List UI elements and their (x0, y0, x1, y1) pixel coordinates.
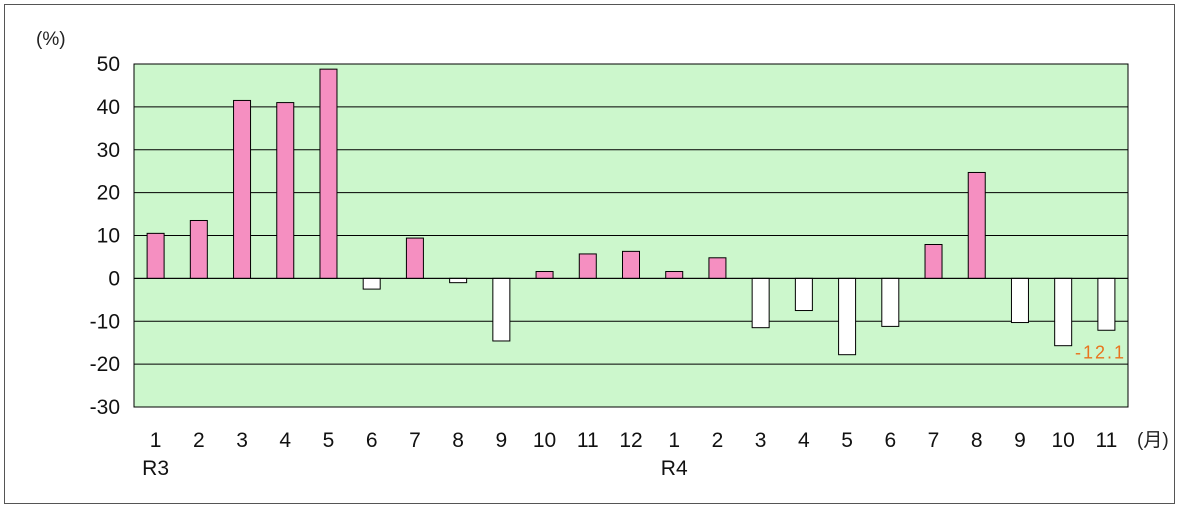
x-tick-label: 7 (409, 429, 421, 452)
bar (622, 250, 640, 279)
x-tick-labels: 1 2 3 4 5 6 7 8 9 10 11 12 1 2 3 4 5 6 7 8 9 10 11 (150, 429, 1118, 452)
x-tick-label: 11 (577, 429, 599, 452)
bar (276, 102, 295, 279)
x-tick-label: 9 (496, 429, 508, 452)
bar (233, 99, 252, 279)
data-labels: -12.1 (1075, 342, 1126, 362)
x-tick-label: 9 (1014, 429, 1026, 452)
x-tick-label: 1 (668, 429, 680, 452)
y-tick-label: -30 (90, 396, 120, 419)
x-tick-label: 7 (928, 429, 940, 452)
bar (1010, 277, 1029, 324)
bar (794, 277, 813, 312)
x-tick-label: 5 (841, 429, 853, 452)
x-tick-label: 12 (619, 429, 642, 452)
year-label: R3 (142, 457, 169, 480)
x-tick-label: 6 (366, 429, 378, 452)
bar (1054, 277, 1073, 347)
x-tick-label: 8 (971, 429, 983, 452)
bar (492, 277, 511, 342)
y-tick-label: 50 (97, 53, 120, 76)
x-tick-label: 11 (1095, 429, 1117, 452)
x-unit-label: (月) (1137, 430, 1169, 451)
y-tick-label: 10 (97, 225, 120, 248)
y-tick-label: -10 (90, 310, 120, 333)
x-tick-label: 8 (452, 429, 464, 452)
bar (751, 277, 770, 329)
y-unit-label: (%) (36, 29, 66, 50)
bar (449, 277, 468, 284)
year-label: R4 (661, 457, 688, 480)
bars (146, 68, 1116, 356)
bar (319, 68, 338, 279)
bar (967, 171, 986, 279)
x-tick-label: 1 (150, 429, 162, 452)
bar (405, 237, 424, 279)
bar (881, 277, 900, 327)
bar (362, 277, 381, 290)
x-tick-label: 2 (712, 429, 724, 452)
bar (838, 277, 857, 356)
y-tick-label: 40 (97, 96, 120, 119)
bar (146, 232, 165, 279)
y-tick-label: 30 (97, 139, 120, 162)
bar (924, 244, 943, 279)
y-tick-labels: 50 40 30 20 10 0 -10 -20 -30 (90, 53, 120, 419)
x-tick-label: 4 (798, 429, 810, 452)
bar (708, 257, 727, 279)
x-tick-label: 3 (236, 429, 248, 452)
bar (189, 219, 208, 279)
bar (665, 271, 684, 279)
bar (535, 271, 554, 279)
data-label: -12.1 (1075, 342, 1126, 362)
y-tick-label: 20 (97, 182, 120, 205)
year-labels: R3 R4 (142, 457, 688, 480)
bar (578, 253, 597, 279)
x-tick-label: 4 (279, 429, 291, 452)
x-tick-label: 2 (193, 429, 205, 452)
x-tick-label: 10 (533, 429, 556, 452)
bar (1097, 277, 1116, 331)
x-tick-label: 6 (884, 429, 896, 452)
y-tick-label: -20 (90, 353, 120, 376)
y-tick-label: 0 (108, 267, 120, 290)
x-tick-label: 3 (755, 429, 767, 452)
x-tick-label: 10 (1051, 429, 1074, 452)
x-tick-label: 5 (323, 429, 335, 452)
